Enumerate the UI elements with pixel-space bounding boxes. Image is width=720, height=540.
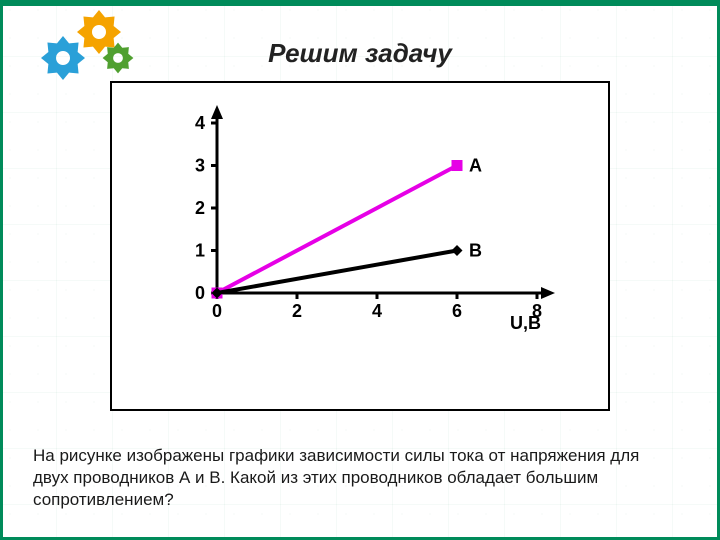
svg-text:4: 4 [195, 113, 205, 133]
svg-text:2: 2 [292, 301, 302, 321]
svg-text:1: 1 [195, 241, 205, 261]
svg-text:U,B: U,B [510, 313, 541, 333]
svg-text:2: 2 [195, 198, 205, 218]
svg-text:0: 0 [212, 301, 222, 321]
svg-text:B: B [469, 241, 482, 261]
decorative-gears [33, 10, 153, 90]
svg-text:3: 3 [195, 156, 205, 176]
svg-text:4: 4 [372, 301, 382, 321]
svg-text:A: A [469, 156, 482, 176]
line-chart: 0246801234I,AU,BAB [192, 103, 572, 333]
problem-text: На рисунке изображены графики зависимост… [33, 445, 677, 511]
chart-container: 0246801234I,AU,BAB [110, 81, 610, 411]
svg-text:0: 0 [195, 283, 205, 303]
svg-text:6: 6 [452, 301, 462, 321]
